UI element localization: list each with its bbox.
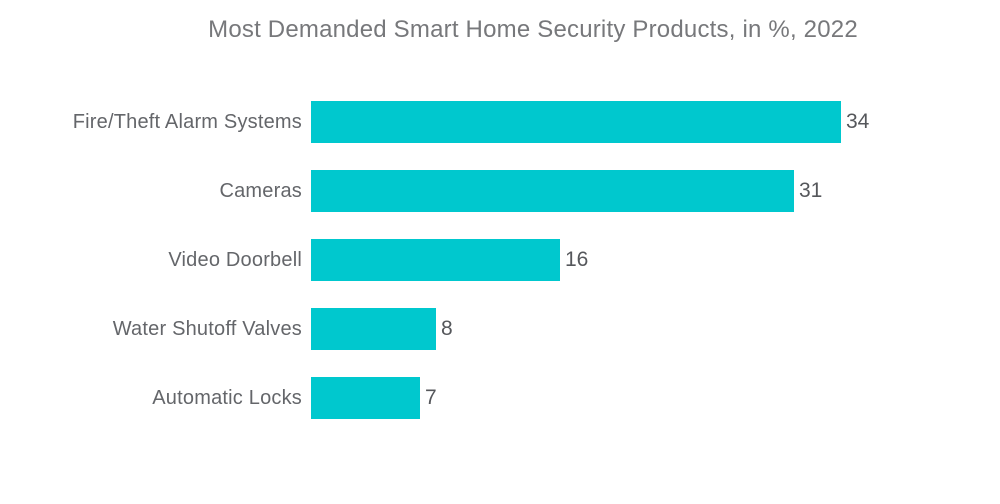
bar-segment <box>311 101 841 143</box>
chart-row: Automatic Locks 7 <box>0 377 1000 419</box>
category-label: Automatic Locks <box>152 386 302 409</box>
bar-segment <box>311 170 794 212</box>
value-label: 8 <box>441 317 453 340</box>
bar-segment <box>311 377 420 419</box>
bar-segment <box>311 239 560 281</box>
category-label: Cameras <box>219 179 302 202</box>
chart-row: Cameras 31 <box>0 170 1000 212</box>
category-label: Video Doorbell <box>168 248 302 271</box>
value-label: 31 <box>799 179 823 202</box>
chart-row: Video Doorbell 16 <box>0 239 1000 281</box>
value-label: 7 <box>425 386 437 409</box>
chart-plot-area: Fire/Theft Alarm Systems 34 Cameras 31 V… <box>0 101 1000 446</box>
category-label: Water Shutoff Valves <box>112 317 302 340</box>
chart-row: Fire/Theft Alarm Systems 34 <box>0 101 1000 143</box>
chart-row: Water Shutoff Valves 8 <box>0 308 1000 350</box>
value-label: 16 <box>565 248 589 271</box>
category-label: Fire/Theft Alarm Systems <box>72 110 302 133</box>
chart-title: Most Demanded Smart Home Security Produc… <box>208 16 858 43</box>
bar-segment <box>311 308 436 350</box>
value-label: 34 <box>846 110 870 133</box>
